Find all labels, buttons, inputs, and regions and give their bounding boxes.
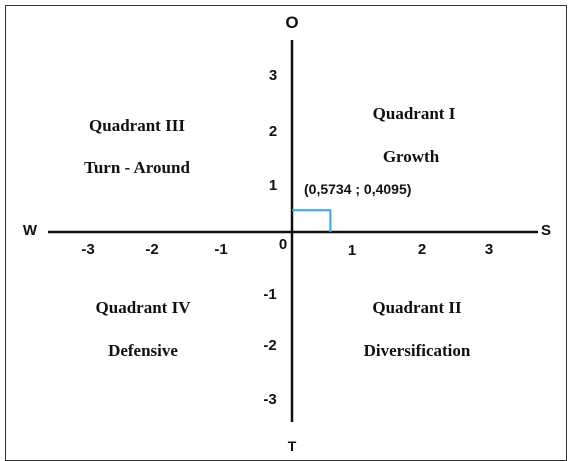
- y-tick-label: -2: [263, 337, 276, 354]
- quadrant-iv-strategy: Defensive: [108, 341, 178, 360]
- x-tick-label: -1: [214, 241, 227, 258]
- quadrant-ii-name: Quadrant II: [372, 298, 462, 317]
- quadrant-iv-name: Quadrant IV: [96, 298, 192, 317]
- y-tick-label: 3: [269, 67, 277, 84]
- x-tick-label: 3: [485, 241, 493, 258]
- point-marker: [292, 209, 332, 232]
- quadrant-iii-name: Quadrant III: [89, 116, 185, 135]
- y-tick-label: -1: [263, 286, 276, 303]
- axis-label-left: W: [23, 222, 38, 239]
- point-coordinate-label: (0,5734 ; 0,4095): [304, 181, 411, 197]
- axis-label-top: O: [285, 13, 298, 32]
- x-tick-label: 2: [418, 241, 426, 258]
- x-tick-label: -3: [81, 241, 94, 258]
- y-tick-label: -3: [263, 391, 276, 408]
- quadrant-ii-strategy: Diversification: [364, 341, 471, 360]
- axis-label-right: S: [541, 222, 551, 239]
- axis-label-bottom: T: [288, 438, 297, 454]
- quadrant-i-strategy: Growth: [383, 147, 440, 166]
- quadrant-iii-strategy: Turn - Around: [84, 158, 190, 177]
- x-tick-label: 1: [348, 242, 356, 259]
- x-tick-label: -2: [145, 241, 158, 258]
- y-tick-label: 2: [269, 123, 277, 140]
- quadrant-i-name: Quadrant I: [373, 104, 456, 123]
- y-tick-label: 1: [269, 177, 277, 194]
- origin-label: 0: [279, 236, 287, 253]
